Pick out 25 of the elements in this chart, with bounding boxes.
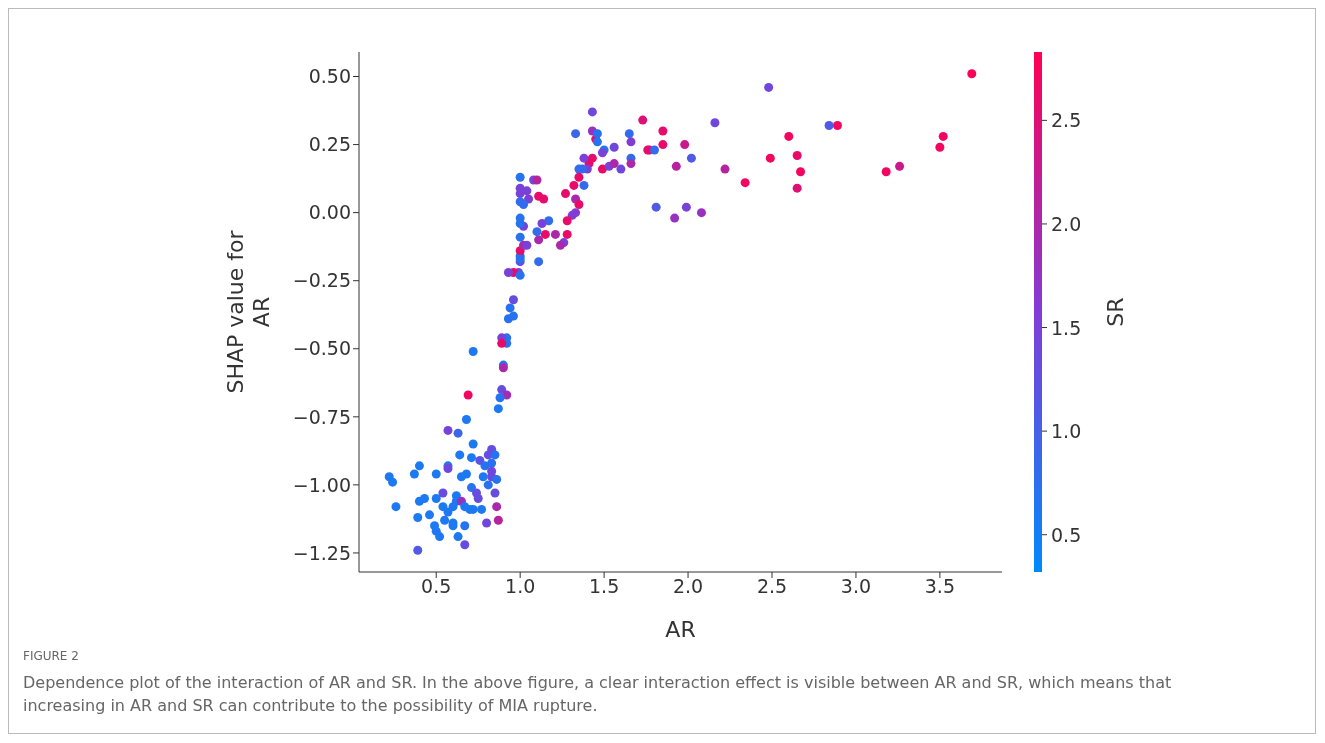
x-tick-label: 3.5 (924, 575, 955, 598)
color-bar-label: 1.0 (1051, 420, 1082, 443)
x-tick-label: 1.5 (589, 575, 620, 598)
color-bar-label: 1.5 (1051, 316, 1082, 339)
y-tick-label: 0.00 (308, 201, 351, 224)
color-bar-title: SR (1102, 297, 1128, 327)
caption: FIGURE 2 (23, 649, 80, 663)
y-axis-title: SHAP value for AR (223, 229, 274, 394)
y-tick-label: −1.25 (292, 541, 351, 564)
x-tick-label: 2.5 (756, 575, 788, 598)
color-bar-label: 0.5 (1051, 523, 1082, 546)
x-tick-label: 1.0 (505, 575, 536, 598)
text: Dependence plot of the interaction of AR and SR. In the above figure, a clear interaction effect is visible between AR and SR, which means that increasing in AR and SR can contribute to the possibility of MIA rupture. (23, 672, 1173, 717)
y-tick-label: 0.50 (308, 65, 351, 88)
color-bar-label: 2.5 (1051, 109, 1082, 132)
y-tick-label: −0.25 (292, 269, 351, 292)
y-tick-label: −0.50 (292, 337, 351, 360)
x-tick-label: 2.0 (672, 575, 704, 598)
y-tick-label: −1.00 (292, 473, 351, 496)
x-tick-label: 3.0 (840, 575, 872, 598)
y-tick-label: 0.25 (308, 133, 351, 156)
x-tick-label: 0.5 (421, 575, 452, 598)
x-axis-title: AR (665, 617, 696, 642)
y-tick-label: −0.75 (292, 405, 351, 428)
color-bar-label: 2.0 (1051, 212, 1082, 235)
